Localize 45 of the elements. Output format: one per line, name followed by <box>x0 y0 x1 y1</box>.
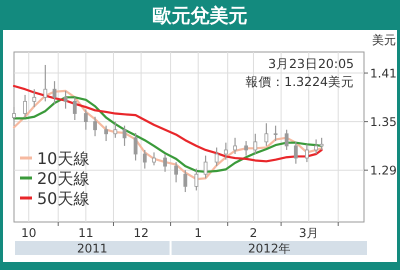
candlestick <box>23 94 27 118</box>
candlestick <box>233 137 237 155</box>
text: 2012年 <box>248 242 291 256</box>
y-tick-label: 1.35 <box>370 115 397 130</box>
candlestick <box>274 125 278 142</box>
candlestick <box>152 152 156 166</box>
candlestick <box>122 125 126 147</box>
text: 2011 <box>77 242 108 256</box>
candlestick <box>294 141 298 164</box>
candlestick <box>32 88 36 108</box>
candlestick <box>174 161 178 183</box>
candlestick <box>304 144 309 163</box>
annotation: 報價：1.3224美元 <box>245 74 354 89</box>
candlestick <box>244 140 248 156</box>
y-axis-title: 美元 <box>372 33 396 47</box>
candlestick <box>264 122 268 147</box>
legend-label: 20天線 <box>37 169 90 188</box>
chart-title: 歐元兌美元 <box>152 5 248 27</box>
candlestick <box>194 168 198 192</box>
candlestick <box>284 129 289 151</box>
candlestick <box>93 116 97 137</box>
candlestick <box>214 146 219 167</box>
x-tick-label: 1 <box>194 226 202 240</box>
x-tick-label: 11 <box>78 226 94 240</box>
candlestick <box>204 155 208 179</box>
legend-label: 50天線 <box>37 189 90 208</box>
candlestick <box>134 132 138 162</box>
candlestick <box>72 96 77 121</box>
candlestick <box>163 153 167 172</box>
x-tick-label: 3月 <box>298 226 319 240</box>
legend-label: 10天線 <box>37 149 90 168</box>
x-tick-label: 12 <box>133 226 149 240</box>
candlestick <box>142 149 147 170</box>
candlestick <box>84 108 88 130</box>
y-tick-label: 1.29 <box>370 164 397 178</box>
x-tick-label: 10 <box>21 226 36 240</box>
candlestick <box>183 170 188 193</box>
candlestick <box>52 80 56 104</box>
annotation: 3月23日20:05 <box>268 56 354 71</box>
candlestick <box>253 133 258 155</box>
candlestick <box>224 142 228 160</box>
y-tick-label: 1.41 <box>370 66 397 81</box>
candlestick <box>64 90 68 110</box>
x-tick-label: 2 <box>250 226 258 240</box>
candlestick <box>104 125 108 142</box>
